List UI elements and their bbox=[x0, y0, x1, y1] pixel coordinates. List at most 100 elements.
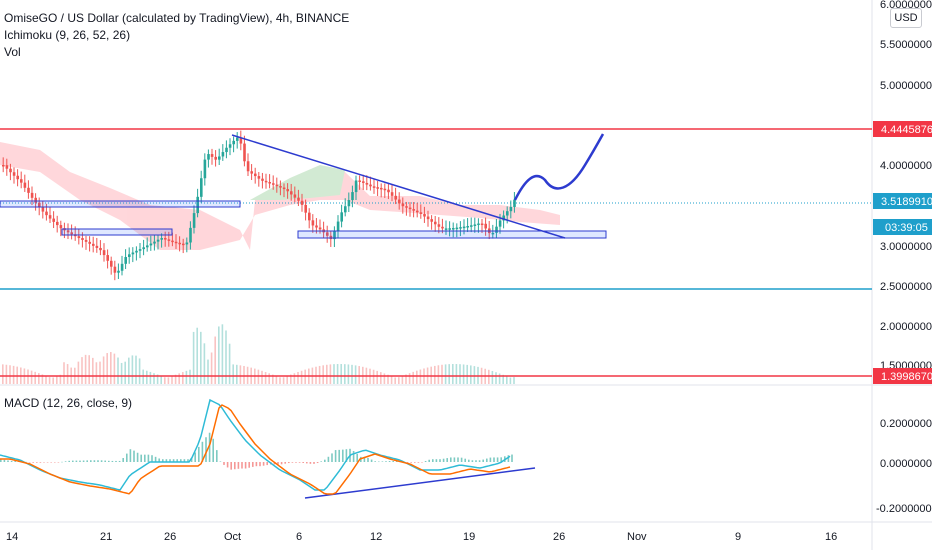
histogram-bar bbox=[432, 459, 434, 462]
volume-bar bbox=[459, 364, 461, 384]
candle-body bbox=[383, 188, 387, 191]
volume-bar bbox=[462, 364, 465, 384]
histogram-bar bbox=[417, 462, 420, 463]
volume-bar bbox=[394, 377, 396, 384]
time-tick: 9 bbox=[735, 531, 741, 543]
time-tick: 16 bbox=[825, 531, 837, 543]
volume-bar bbox=[344, 364, 346, 384]
histogram-bar bbox=[90, 460, 92, 462]
histogram-bar bbox=[165, 459, 168, 462]
resistance-badge-text: 4.4445876 bbox=[881, 124, 932, 136]
volume-bar bbox=[59, 374, 62, 384]
volume-bar bbox=[509, 377, 512, 384]
candle-body bbox=[408, 207, 412, 210]
candle-body bbox=[459, 227, 462, 229]
time-axis[interactable]: 14 21 26 Oct 6 12 19 26 Nov 9 16 bbox=[6, 531, 837, 543]
candle-body bbox=[66, 230, 70, 233]
volume-bar bbox=[225, 330, 227, 384]
histogram-bar bbox=[352, 450, 355, 462]
volume-bar bbox=[153, 373, 155, 384]
histogram-bar bbox=[216, 450, 218, 462]
histogram-bar bbox=[295, 462, 297, 463]
histogram-bar bbox=[486, 458, 488, 462]
candle-body bbox=[34, 197, 37, 203]
candle-body bbox=[189, 227, 192, 243]
volume-bar bbox=[167, 377, 170, 384]
volume-bar bbox=[5, 364, 8, 384]
time-tick: 21 bbox=[100, 531, 112, 543]
macd-legend[interactable]: MACD (12, 26, close, 9) bbox=[4, 396, 133, 410]
symbol-title[interactable]: OmiseGO / US Dollar (calculated by Tradi… bbox=[4, 11, 350, 25]
volume-bar bbox=[380, 372, 382, 384]
volume-bar bbox=[466, 364, 468, 384]
signal-line bbox=[0, 404, 511, 495]
candle-body bbox=[441, 226, 444, 229]
volume-bar bbox=[506, 376, 508, 384]
volume-bar bbox=[174, 374, 177, 384]
histogram-bar bbox=[244, 462, 247, 469]
volume-legend[interactable]: Vol bbox=[4, 45, 21, 59]
ichimoku-legend[interactable]: Ichimoku (9, 26, 52, 26) bbox=[4, 28, 131, 42]
price-tick-top: 6.0000000 bbox=[880, 0, 932, 11]
histogram-bar bbox=[320, 461, 322, 462]
volume-bar bbox=[293, 373, 296, 384]
candle-body bbox=[56, 221, 59, 226]
histogram-bar bbox=[446, 458, 448, 462]
macd-axis[interactable]: 0.2000000 0.0000000 -0.2000000 bbox=[876, 418, 932, 515]
candle-body bbox=[120, 263, 124, 271]
candle-body bbox=[318, 227, 322, 230]
drawings[interactable] bbox=[0, 133, 607, 499]
price-tick: 2.5000000 bbox=[880, 281, 932, 293]
candle-body bbox=[5, 165, 9, 169]
histogram-bar bbox=[147, 454, 150, 462]
currency-button[interactable]: USD bbox=[890, 8, 922, 28]
candle-body bbox=[297, 197, 300, 201]
volume-bar bbox=[92, 357, 94, 384]
candle-body bbox=[228, 144, 232, 148]
histogram-bar bbox=[381, 461, 384, 462]
histogram-bar bbox=[79, 460, 81, 462]
candle-body bbox=[232, 140, 235, 145]
histogram-bar bbox=[475, 460, 477, 462]
histogram-bar bbox=[104, 460, 106, 462]
volume-bar bbox=[326, 364, 328, 384]
candle-body bbox=[171, 240, 174, 243]
volume-bar bbox=[160, 375, 162, 384]
candle-body bbox=[99, 247, 102, 251]
candle-body bbox=[59, 225, 63, 229]
histogram-bar bbox=[46, 462, 49, 463]
price-badges: 4.4445876 3.5189910 03:39:05 1.3998670 bbox=[873, 121, 932, 384]
histogram-bar bbox=[0, 459, 2, 462]
candle-body bbox=[509, 206, 513, 212]
histogram-bar bbox=[327, 456, 330, 462]
candle-body bbox=[239, 137, 243, 144]
candle-body bbox=[81, 238, 84, 240]
volume-bar bbox=[239, 365, 242, 384]
histogram-bar bbox=[460, 457, 463, 462]
histogram-bar bbox=[172, 459, 175, 462]
countdown-badge-text: 03:39:05 bbox=[885, 222, 928, 234]
volume-bar bbox=[142, 369, 144, 384]
volume-bar bbox=[272, 374, 274, 384]
price-axis[interactable]: 6.0000000 5.5000000 5.0000000 4.0000000 … bbox=[880, 0, 932, 372]
histogram-bar bbox=[482, 459, 484, 462]
candle-body bbox=[290, 191, 293, 195]
candle-body bbox=[333, 231, 336, 240]
volume-bar bbox=[513, 377, 515, 384]
candle-body bbox=[225, 147, 228, 153]
lower-level-badge bbox=[873, 368, 932, 384]
chart-legend: OmiseGO / US Dollar (calculated by Tradi… bbox=[4, 10, 349, 61]
histogram-bar bbox=[388, 461, 391, 462]
volume-bar bbox=[347, 364, 350, 384]
candle-body bbox=[452, 228, 455, 230]
candle-body bbox=[336, 221, 340, 232]
volume-bar bbox=[12, 365, 15, 384]
candle-body bbox=[167, 239, 171, 241]
candle-body bbox=[20, 179, 23, 183]
volume-bar bbox=[491, 370, 494, 384]
volume-bar bbox=[473, 366, 476, 384]
histogram-bar bbox=[176, 459, 178, 462]
candle-body bbox=[142, 247, 145, 250]
histogram-bar bbox=[86, 460, 88, 462]
